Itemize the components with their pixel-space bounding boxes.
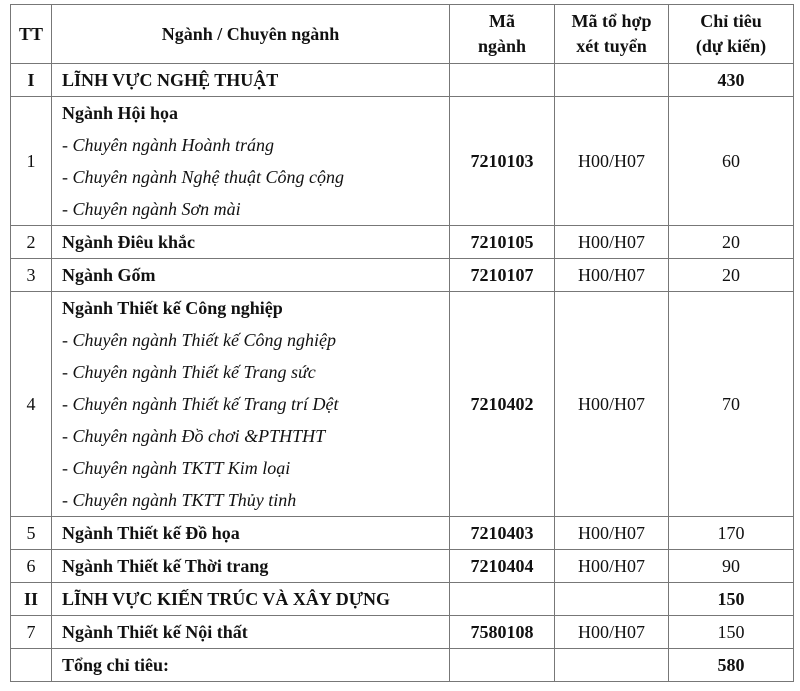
specialization-name: - Chuyên ngành Sơn mài	[62, 199, 241, 219]
cell-quota: 70	[668, 291, 794, 517]
cell-tt: 4	[10, 291, 52, 517]
cell-tt: 3	[10, 258, 52, 292]
cell-tt: I	[10, 63, 52, 97]
major-name: Ngành Thiết kế Thời trang	[62, 556, 269, 576]
cell-name: Tổng chỉ tiêu:	[51, 648, 450, 682]
cell-code: 7210402	[449, 291, 555, 517]
cell-code	[449, 582, 555, 616]
cell-name: Ngành Gốm	[51, 258, 450, 292]
cell-quota: 60	[668, 96, 794, 226]
specialization-name: - Chuyên ngành TKTT Thủy tinh	[62, 490, 297, 510]
cell-name: Ngành Thiết kế Đồ họa	[51, 516, 450, 550]
cell-quota: 170	[668, 516, 794, 550]
table-row: 3 Ngành Gốm 7210107 H00/H07 20	[10, 258, 794, 292]
cell-name: Ngành Thiết kế Nội thất	[51, 615, 450, 649]
cell-tt: 2	[10, 225, 52, 259]
admission-quota-table: TT Ngành / Chuyên ngành Mã ngành Mã tổ hợ…	[10, 4, 794, 682]
cell-name: LĨNH VỰC NGHỆ THUẬT	[51, 63, 450, 97]
cell-combo: H00/H07	[554, 615, 669, 649]
table-row: 7 Ngành Thiết kế Nội thất 7580108 H00/H07 15…	[10, 615, 794, 649]
cell-combo	[554, 582, 669, 616]
cell-combo	[554, 648, 669, 682]
cell-tt: II	[10, 582, 52, 616]
header-quota: Chỉ tiêu (dự kiến)	[668, 4, 794, 64]
cell-quota: 20	[668, 225, 794, 259]
specialization-name: - Chuyên ngành Thiết kế Công nghiệp	[62, 330, 336, 350]
cell-combo: H00/H07	[554, 96, 669, 226]
cell-quota: 150	[668, 615, 794, 649]
specialization-name: - Chuyên ngành Hoành tráng	[62, 135, 274, 155]
table-row: 5 Ngành Thiết kế Đồ họa 7210403 H00/H07 170	[10, 516, 794, 550]
cell-combo	[554, 63, 669, 97]
cell-quota: 150	[668, 582, 794, 616]
cell-tt: 7	[10, 615, 52, 649]
header-combo: Mã tổ hợp xét tuyển	[554, 4, 669, 64]
cell-code: 7210105	[449, 225, 555, 259]
header-name: Ngành / Chuyên ngành	[51, 4, 450, 64]
cell-quota: 20	[668, 258, 794, 292]
cell-tt: 6	[10, 549, 52, 583]
cell-name: Ngành Điêu khắc	[51, 225, 450, 259]
cell-combo: H00/H07	[554, 291, 669, 517]
cell-quota: 580	[668, 648, 794, 682]
major-name: Tổng chỉ tiêu:	[62, 655, 170, 675]
table-row: 4 Ngành Thiết kế Công nghiệp - Chuyên ngàn…	[10, 291, 794, 517]
major-name: LĨNH VỰC KIẾN TRÚC VÀ XÂY DỰNG	[62, 589, 391, 609]
cell-combo: H00/H07	[554, 516, 669, 550]
cell-name: LĨNH VỰC KIẾN TRÚC VÀ XÂY DỰNG	[51, 582, 450, 616]
major-name: Ngành Hội họa	[62, 103, 179, 123]
cell-code: 7210403	[449, 516, 555, 550]
cell-code	[449, 63, 555, 97]
cell-code: 7580108	[449, 615, 555, 649]
specialization-name: - Chuyên ngành Đồ chơi &PTHTHT	[62, 426, 326, 446]
cell-code	[449, 648, 555, 682]
cell-combo: H00/H07	[554, 225, 669, 259]
table-row: 6 Ngành Thiết kế Thời trang 7210404 H00/H07…	[10, 549, 794, 583]
header-tt: TT	[10, 4, 52, 64]
major-name: Ngành Thiết kế Nội thất	[62, 622, 248, 642]
major-name: Ngành Thiết kế Công nghiệp	[62, 298, 283, 318]
specialization-name: - Chuyên ngành Thiết kế Trang sức	[62, 362, 316, 382]
section-row: II LĨNH VỰC KIẾN TRÚC VÀ XÂY DỰNG 150	[10, 582, 794, 616]
specialization-name: - Chuyên ngành Nghệ thuật Công cộng	[62, 167, 344, 187]
cell-name: Ngành Thiết kế Thời trang	[51, 549, 450, 583]
cell-code: 7210404	[449, 549, 555, 583]
cell-code: 7210107	[449, 258, 555, 292]
major-name: Ngành Điêu khắc	[62, 232, 196, 252]
header-code: Mã ngành	[449, 4, 555, 64]
section-row: Tổng chỉ tiêu: 580	[10, 648, 794, 682]
cell-code: 7210103	[449, 96, 555, 226]
major-name: LĨNH VỰC NGHỆ THUẬT	[62, 70, 279, 90]
table-row: 1 Ngành Hội họa - Chuyên ngành Hoành tráng…	[10, 96, 794, 226]
cell-tt	[10, 648, 52, 682]
table-row: 2 Ngành Điêu khắc 7210105 H00/H07 20	[10, 225, 794, 259]
cell-combo: H00/H07	[554, 258, 669, 292]
header-row: TT Ngành / Chuyên ngành Mã ngành Mã tổ hợ…	[10, 4, 794, 64]
cell-quota: 430	[668, 63, 794, 97]
section-row: I LĨNH VỰC NGHỆ THUẬT 430	[10, 63, 794, 97]
cell-quota: 90	[668, 549, 794, 583]
specialization-name: - Chuyên ngành TKTT Kim loại	[62, 458, 291, 478]
cell-name: Ngành Hội họa - Chuyên ngành Hoành tráng -…	[51, 96, 450, 226]
major-name: Ngành Gốm	[62, 265, 156, 285]
major-name: Ngành Thiết kế Đồ họa	[62, 523, 240, 543]
cell-name: Ngành Thiết kế Công nghiệp - Chuyên ngành…	[51, 291, 450, 517]
specialization-name: - Chuyên ngành Thiết kế Trang trí Dệt	[62, 394, 339, 414]
cell-tt: 1	[10, 96, 52, 226]
cell-combo: H00/H07	[554, 549, 669, 583]
cell-tt: 5	[10, 516, 52, 550]
